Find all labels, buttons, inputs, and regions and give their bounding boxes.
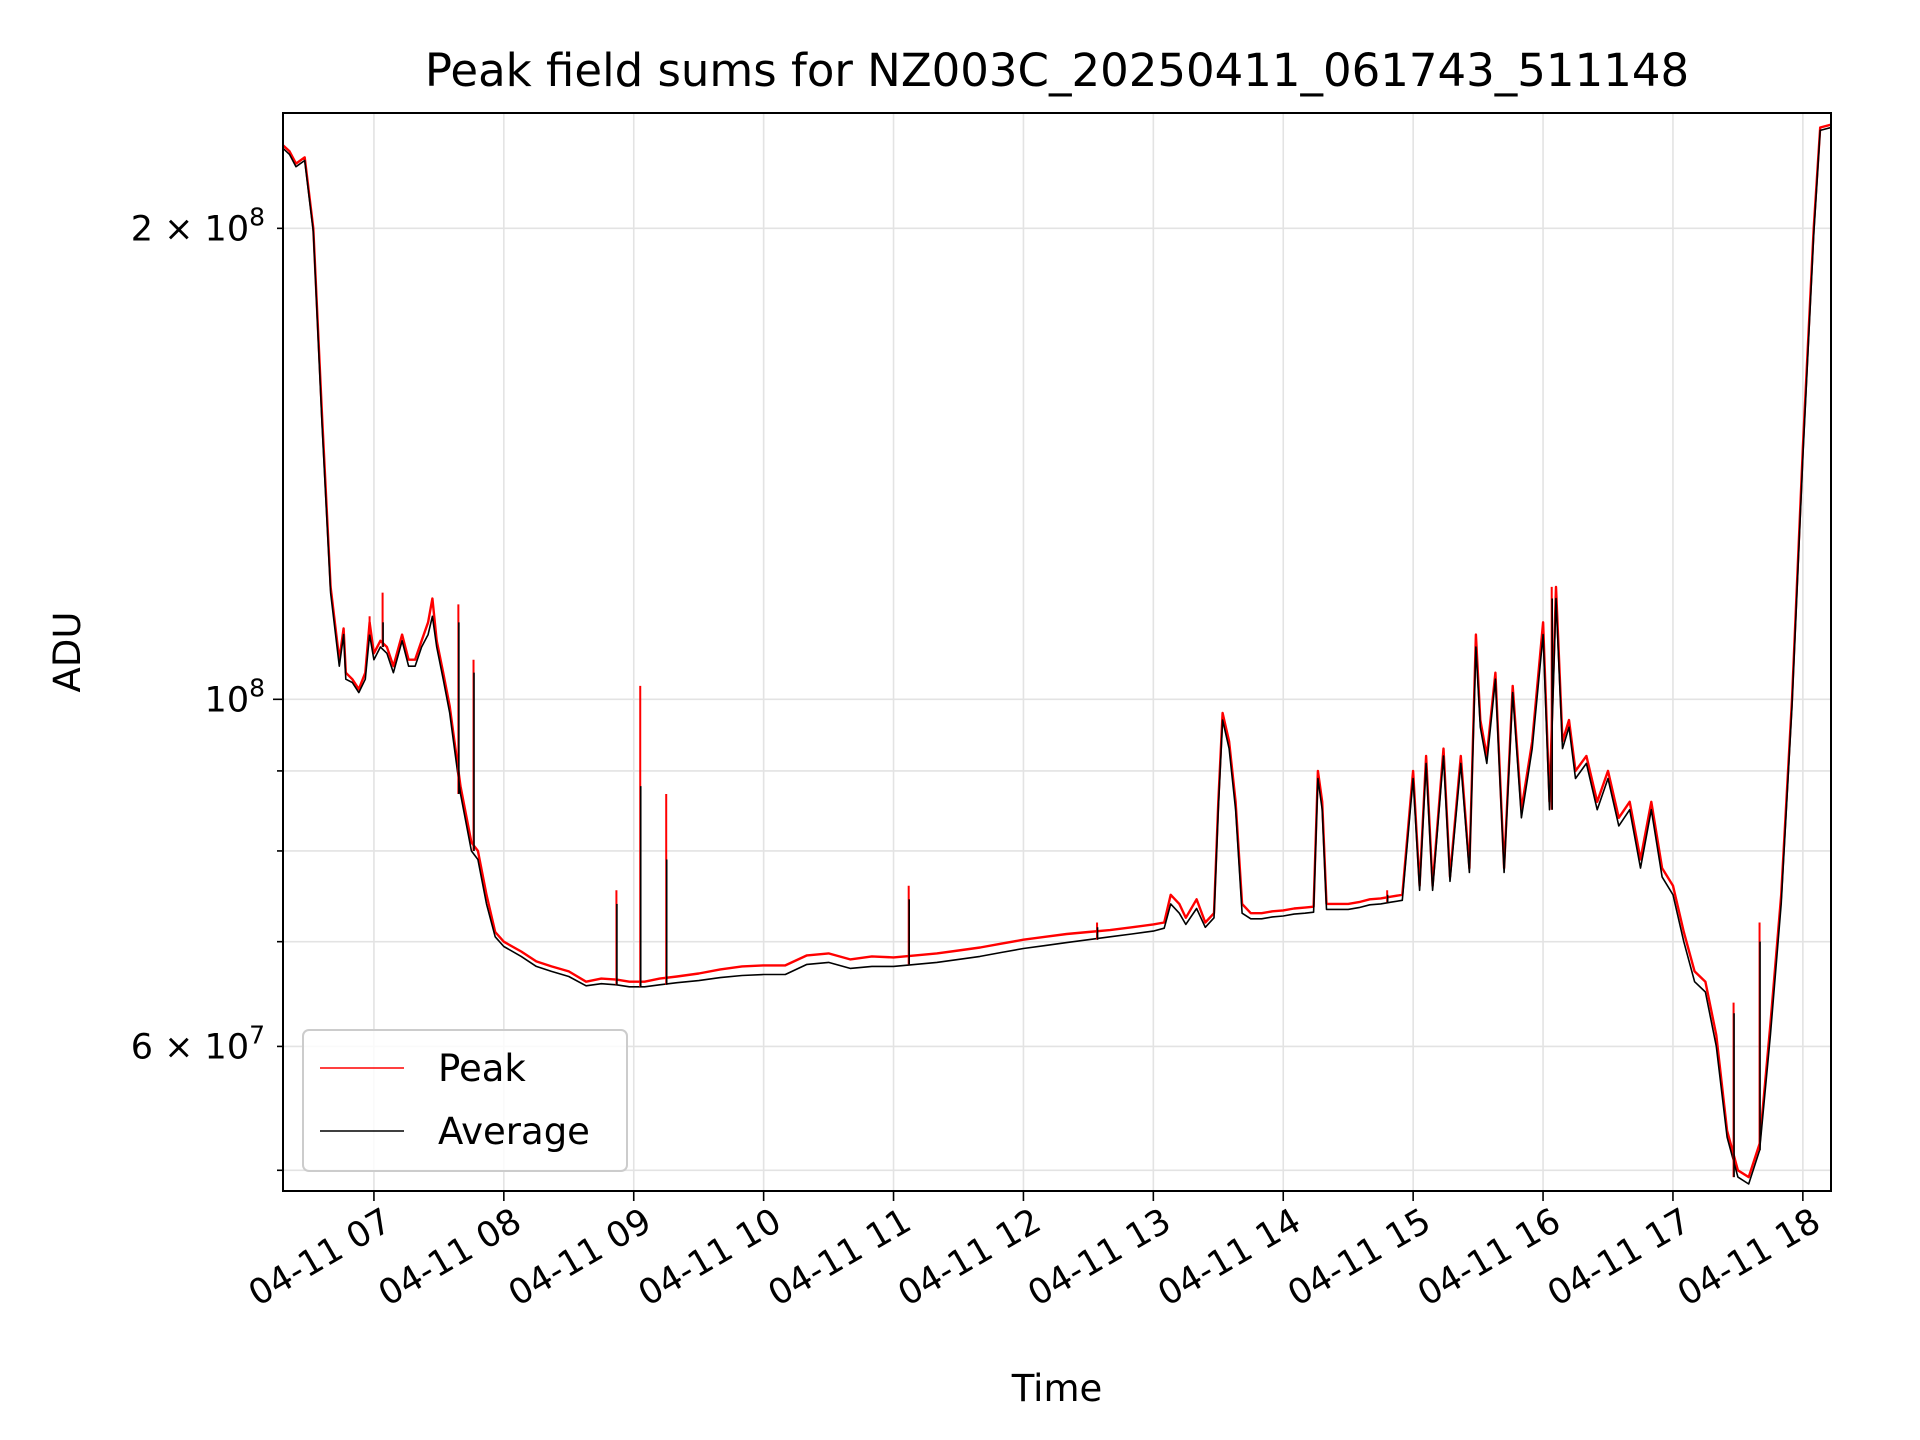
y-tick-label: 2 × 108 (131, 202, 265, 249)
series-layer (283, 123, 1831, 1185)
legend-box (302, 1029, 628, 1172)
legend-label-peak: Peak (438, 1047, 526, 1090)
chart-title: Peak field sums for NZ003C_20250411_0617… (425, 44, 1689, 97)
legend: Peak Average (302, 1029, 628, 1172)
series-line-average (283, 126, 1831, 1185)
grid (283, 113, 1831, 1191)
x-axis-label: Time (1011, 1367, 1103, 1410)
y-tick-label: 6 × 107 (131, 1020, 265, 1067)
legend-label-average: Average (438, 1110, 590, 1153)
y-axis-label: ADU (46, 612, 89, 693)
plot-frame (282, 112, 1832, 1192)
series-line-peak (283, 123, 1831, 1179)
